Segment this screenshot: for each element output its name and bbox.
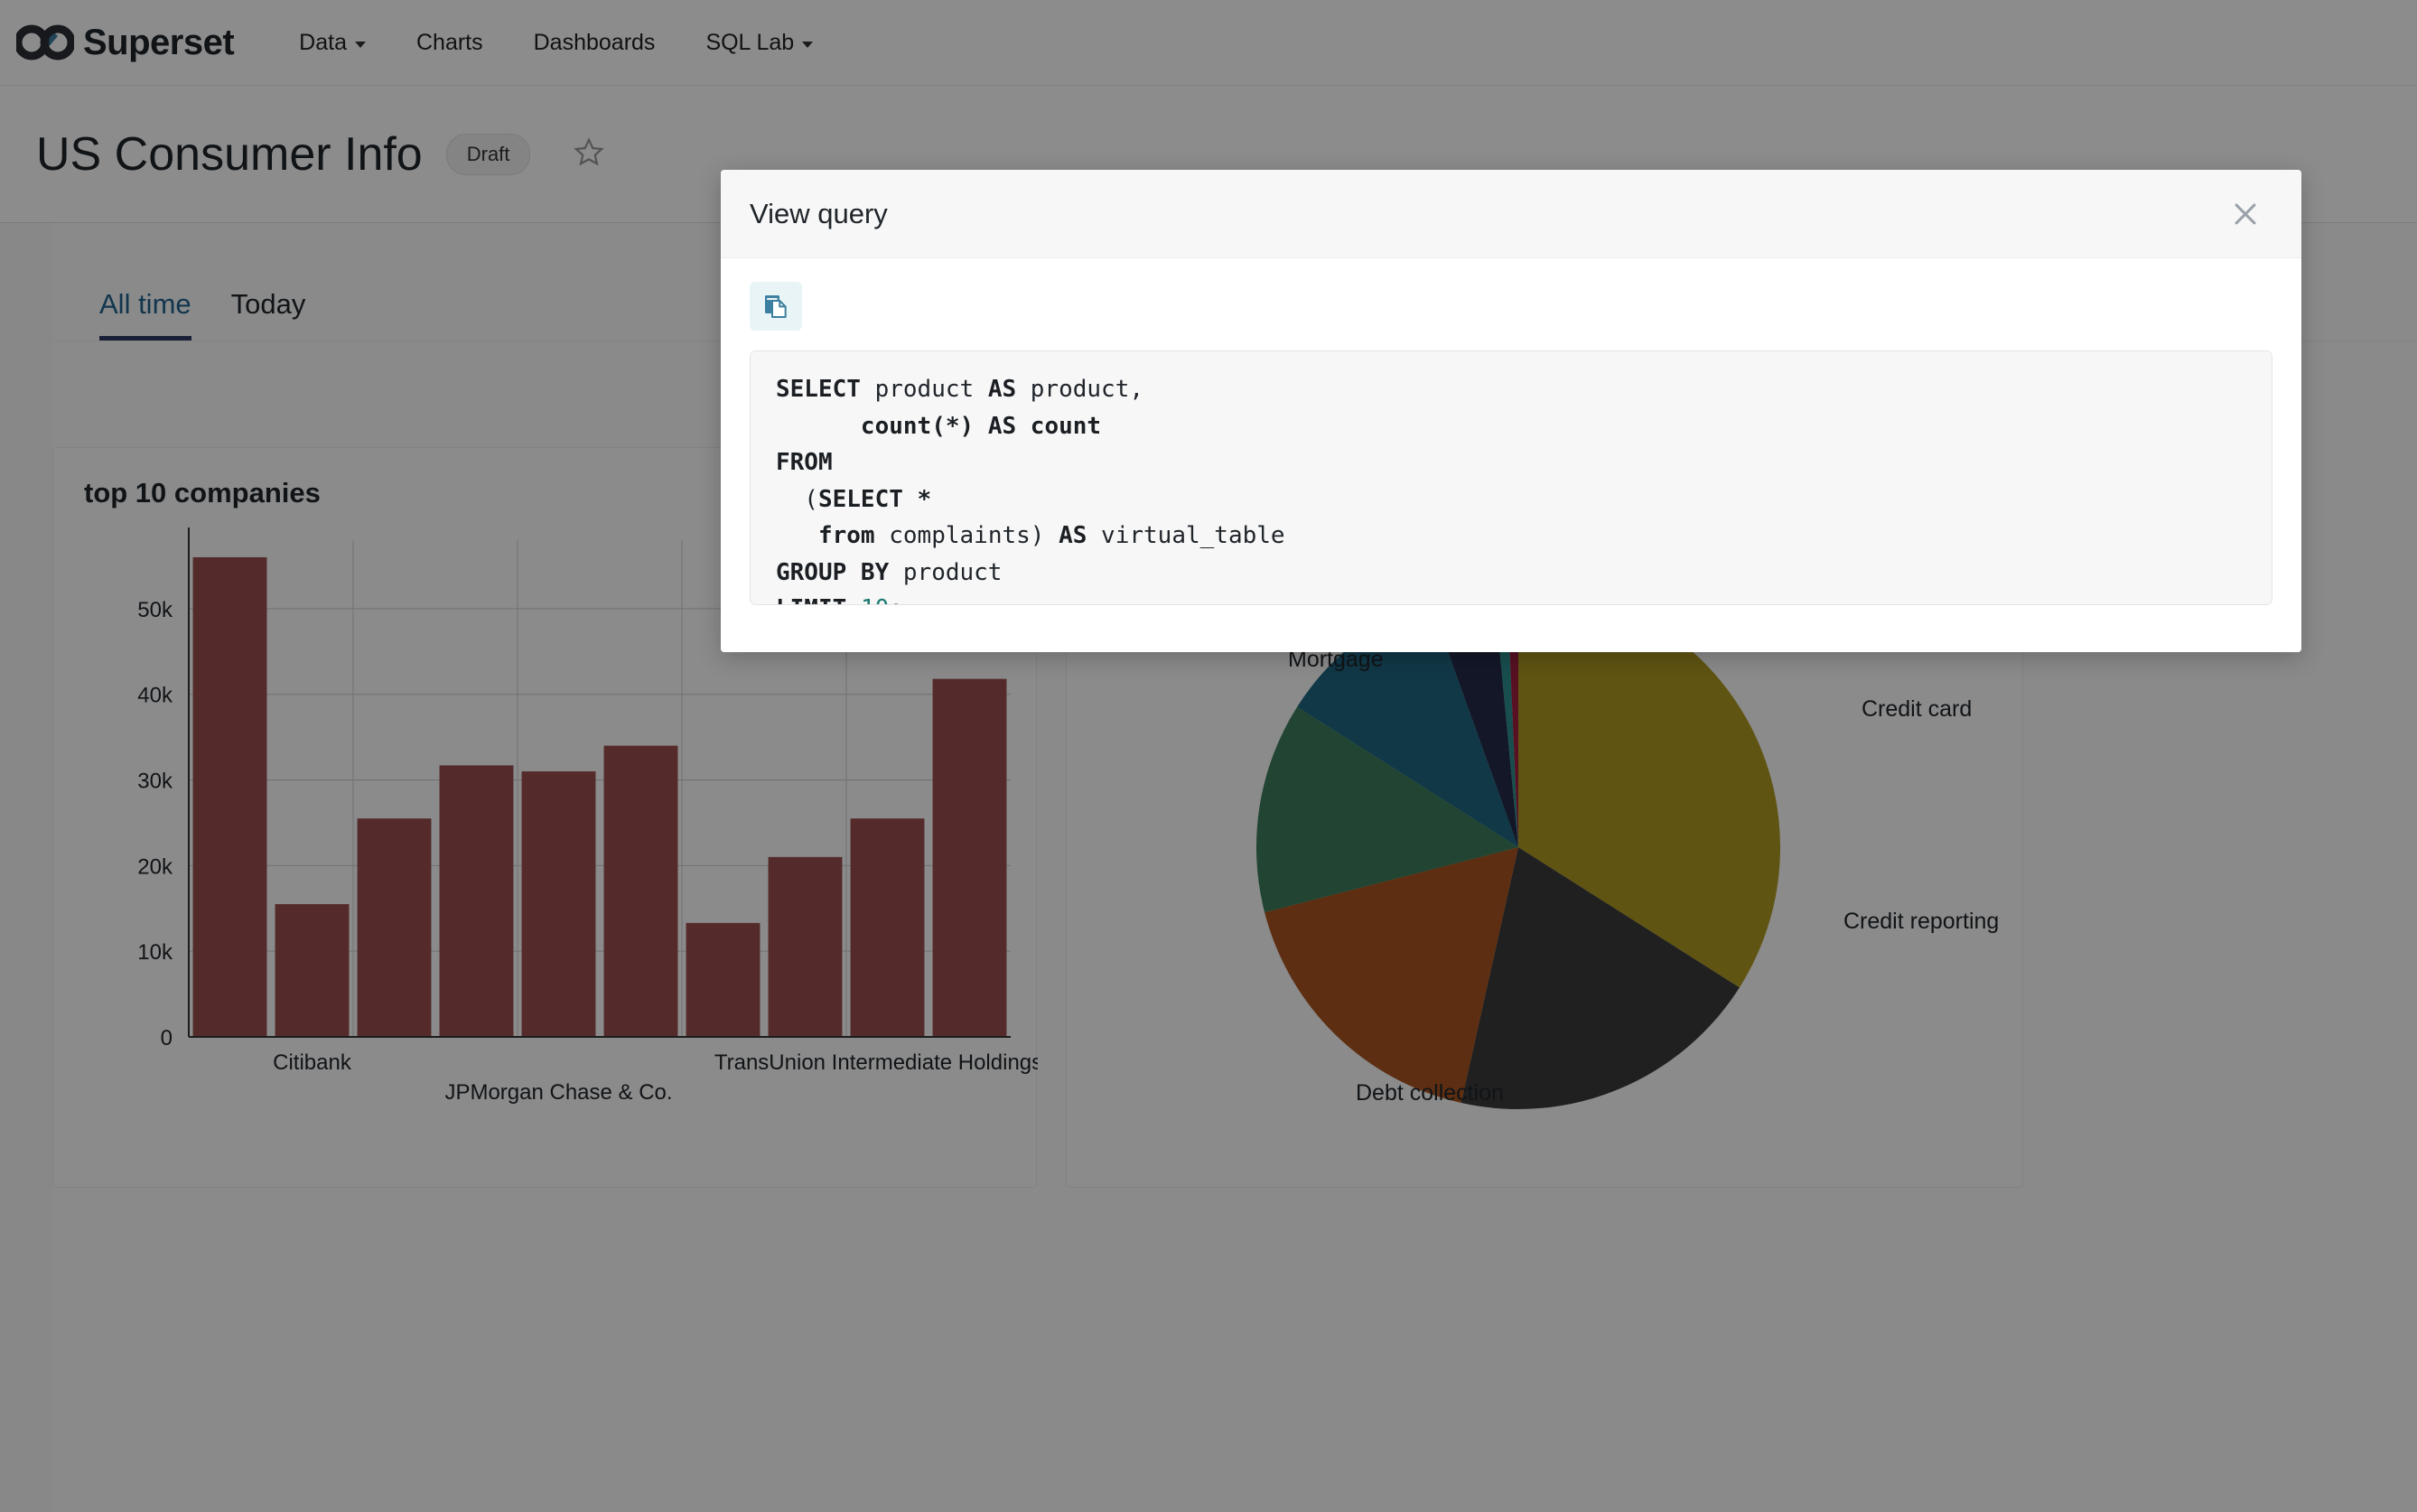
modal-title: View query xyxy=(750,197,888,229)
view-query-modal: View query SELECT product AS product, co… xyxy=(721,170,2301,652)
status-badge: Draft xyxy=(445,133,531,175)
modal-body: SELECT product AS product, count(*) AS c… xyxy=(721,258,2301,652)
bar[interactable] xyxy=(768,856,843,1037)
pie-slice-label: Credit reporting xyxy=(1843,909,1999,934)
bar[interactable] xyxy=(357,818,432,1037)
svg-text:30k: 30k xyxy=(137,770,173,794)
bar-chart: 0 10k 20k 30k 40k 50k Citibank JPMorgan Chase &… xyxy=(137,527,1038,1105)
bar[interactable] xyxy=(603,745,678,1037)
star-icon[interactable] xyxy=(554,136,605,172)
pie-slice[interactable] xyxy=(1297,601,1518,847)
chevron-down-icon xyxy=(354,41,366,48)
dashboard-tabs: All time Today xyxy=(79,259,325,341)
copy-icon[interactable] xyxy=(750,282,802,331)
nav-items: Data Charts Dashboards SQL Lab xyxy=(274,30,838,56)
nav-item-dashboards-label: Dashboards xyxy=(533,29,656,55)
sql-query-box[interactable]: SELECT product AS product, count(*) AS c… xyxy=(750,350,2272,605)
nav-item-dashboards[interactable]: Dashboards xyxy=(509,30,681,56)
pie-slice-label: Debt collection xyxy=(1356,1080,1504,1106)
page-title: US Consumer Info xyxy=(36,127,423,181)
bar[interactable] xyxy=(932,678,1007,1037)
svg-text:20k: 20k xyxy=(137,854,173,879)
nav-item-sql-lab-label: SQL Lab xyxy=(705,29,795,55)
chart-title: top 10 companies xyxy=(84,477,321,509)
bar[interactable] xyxy=(850,818,925,1037)
nav-item-data-label: Data xyxy=(299,29,347,55)
svg-text:50k: 50k xyxy=(137,598,173,622)
sql-query-text: SELECT product AS product, count(*) AS c… xyxy=(776,376,1285,604)
nav-item-charts[interactable]: Charts xyxy=(391,30,509,56)
bar[interactable] xyxy=(439,765,514,1037)
svg-text:0: 0 xyxy=(161,1026,173,1050)
bar[interactable] xyxy=(275,904,350,1037)
svg-text:TransUnion Intermediate Holdin: TransUnion Intermediate Holdings, I xyxy=(714,1050,1038,1075)
bar[interactable] xyxy=(521,771,596,1037)
svg-text:Citibank: Citibank xyxy=(273,1050,352,1075)
pie-slice-label: Credit card xyxy=(1862,696,1972,722)
dashboard-content: All time Today top 10 companies 0 10k 20k 3… xyxy=(0,223,2417,1512)
pie-slice[interactable] xyxy=(1264,847,1518,1104)
chart-cards-row: top 10 companies 0 10k 20k 30k 40k 50k Citiban… xyxy=(29,447,2417,1188)
tab-today-label: Today xyxy=(230,288,306,320)
brand[interactable]: Superset xyxy=(16,22,235,63)
svg-text:JPMorgan Chase & Co.: JPMorgan Chase & Co. xyxy=(444,1080,672,1105)
brand-name: Superset xyxy=(83,22,235,62)
pie-slice[interactable] xyxy=(1460,847,1740,1109)
bar[interactable] xyxy=(686,922,761,1037)
svg-text:10k: 10k xyxy=(137,940,173,965)
pie-slice[interactable] xyxy=(1518,585,1780,988)
svg-text:40k: 40k xyxy=(137,684,173,708)
bar[interactable] xyxy=(192,556,267,1037)
modal-header: View query xyxy=(721,170,2301,258)
nav-item-data[interactable]: Data xyxy=(274,30,391,56)
nav-item-charts-label: Charts xyxy=(415,29,483,55)
chevron-down-icon xyxy=(802,41,814,48)
chart-card-products-pie[interactable]: Mortgage Credit card Credit reporting Debt … xyxy=(1066,447,2023,1188)
pie-slice[interactable] xyxy=(1256,706,1518,913)
tab-today[interactable]: Today xyxy=(211,288,326,341)
tab-all-time[interactable]: All time xyxy=(79,288,211,341)
close-icon[interactable] xyxy=(2229,198,2262,230)
navbar: Superset Data Charts Dashboards SQL Lab xyxy=(0,0,2417,86)
nav-item-sql-lab[interactable]: SQL Lab xyxy=(680,30,838,56)
superset-infinity-logo-icon xyxy=(16,23,74,61)
tab-all-time-label: All time xyxy=(99,288,191,320)
